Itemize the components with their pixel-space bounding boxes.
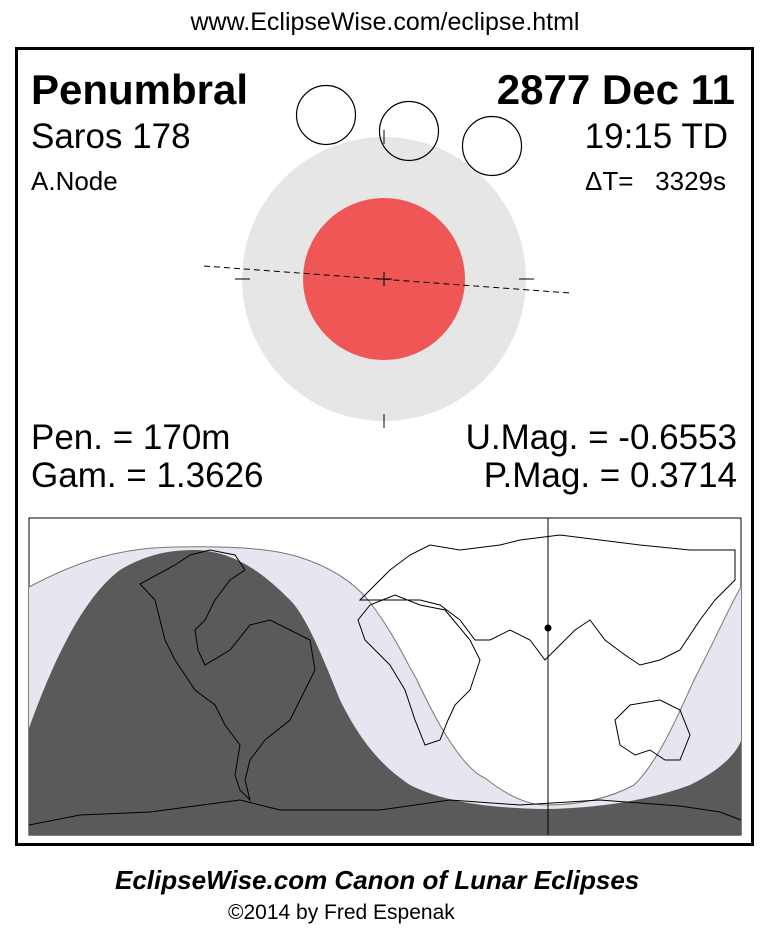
penumbral-duration: Pen. = 170m [31, 418, 231, 457]
moon-first-contact [295, 84, 357, 146]
gamma-value: Gam. = 1.3626 [31, 456, 264, 495]
umbral-magnitude: U.Mag. = -0.6553 [465, 418, 737, 457]
penumbral-magnitude: P.Mag. = 0.3714 [483, 456, 737, 495]
footer-title: EclipseWise.com Canon of Lunar Eclipses [115, 865, 640, 895]
delta-t: ΔT= 3329s [585, 166, 726, 196]
saros-number: Saros 178 [31, 117, 191, 156]
night-zone [29, 550, 741, 835]
coastlines [28, 534, 742, 826]
eclipse-time: 19:15 TD [584, 117, 728, 156]
moon-greatest-eclipse [378, 100, 440, 162]
moon-last-contact [461, 115, 523, 177]
penumbral-boundary [28, 546, 742, 806]
world-map [28, 517, 742, 836]
subsolar-point-marker [544, 624, 552, 632]
axis-ticks [235, 130, 534, 428]
eclipse-date: 2877 Dec 11 [496, 66, 735, 113]
eclipse-type: Penumbral [31, 66, 249, 113]
url-text: www.EclipseWise.com/eclipse.html [190, 8, 580, 36]
node-label: A.Node [31, 166, 118, 196]
copyright: ©2014 by Fred Espenak [228, 901, 455, 924]
eclipse-panel [15, 47, 754, 846]
